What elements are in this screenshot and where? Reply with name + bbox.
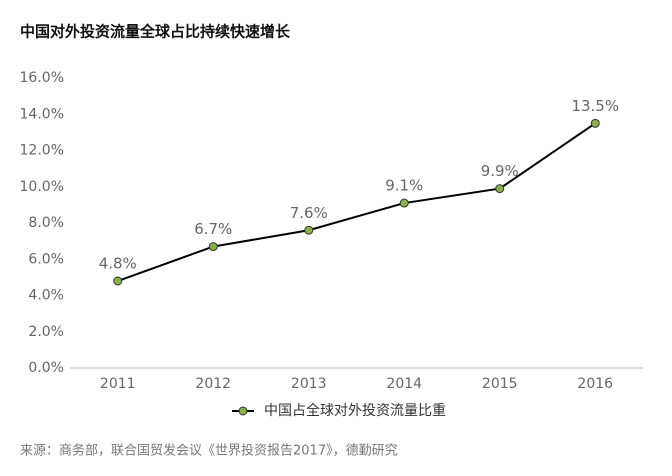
x-tick-label: 2013 <box>291 376 327 392</box>
y-tick-label: 8.0% <box>28 215 64 231</box>
x-tick-label: 2012 <box>195 376 231 392</box>
point-marker <box>113 276 123 286</box>
y-tick-label: 6.0% <box>28 251 64 267</box>
x-tick-label: 2014 <box>386 376 422 392</box>
legend-label: 中国占全球对外投资流量比重 <box>264 402 446 419</box>
point-marker <box>495 184 505 194</box>
data-label: 7.6% <box>290 204 328 222</box>
y-tick-label: 2.0% <box>28 324 64 340</box>
point-marker <box>399 198 409 208</box>
chart-title: 中国对外投资流量全球占比持续快速增长 <box>20 23 291 41</box>
point-marker <box>304 225 314 235</box>
y-tick-label: 12.0% <box>20 143 64 159</box>
legend-marker <box>238 406 248 416</box>
y-tick-label: 16.0% <box>20 70 64 86</box>
y-tick-label: 10.0% <box>20 179 64 195</box>
y-tick-label: 0.0% <box>28 360 64 376</box>
x-tick-label: 2011 <box>100 376 136 392</box>
data-label: 6.7% <box>194 220 232 238</box>
data-label: 13.5% <box>571 97 619 115</box>
y-tick-label: 4.0% <box>28 288 64 304</box>
data-label: 9.1% <box>385 177 423 195</box>
point-marker <box>208 242 218 252</box>
y-tick-label: 14.0% <box>20 106 64 122</box>
source-note: 来源：商务部，联合国贸发会议《世界投资报告2017》，德勤研究 <box>20 443 398 459</box>
x-tick-label: 2015 <box>482 376 518 392</box>
data-label: 9.9% <box>481 162 519 180</box>
series-line <box>117 122 596 282</box>
point-marker <box>590 118 600 128</box>
x-tick-label: 2016 <box>577 376 613 392</box>
data-label: 4.8% <box>99 255 137 273</box>
